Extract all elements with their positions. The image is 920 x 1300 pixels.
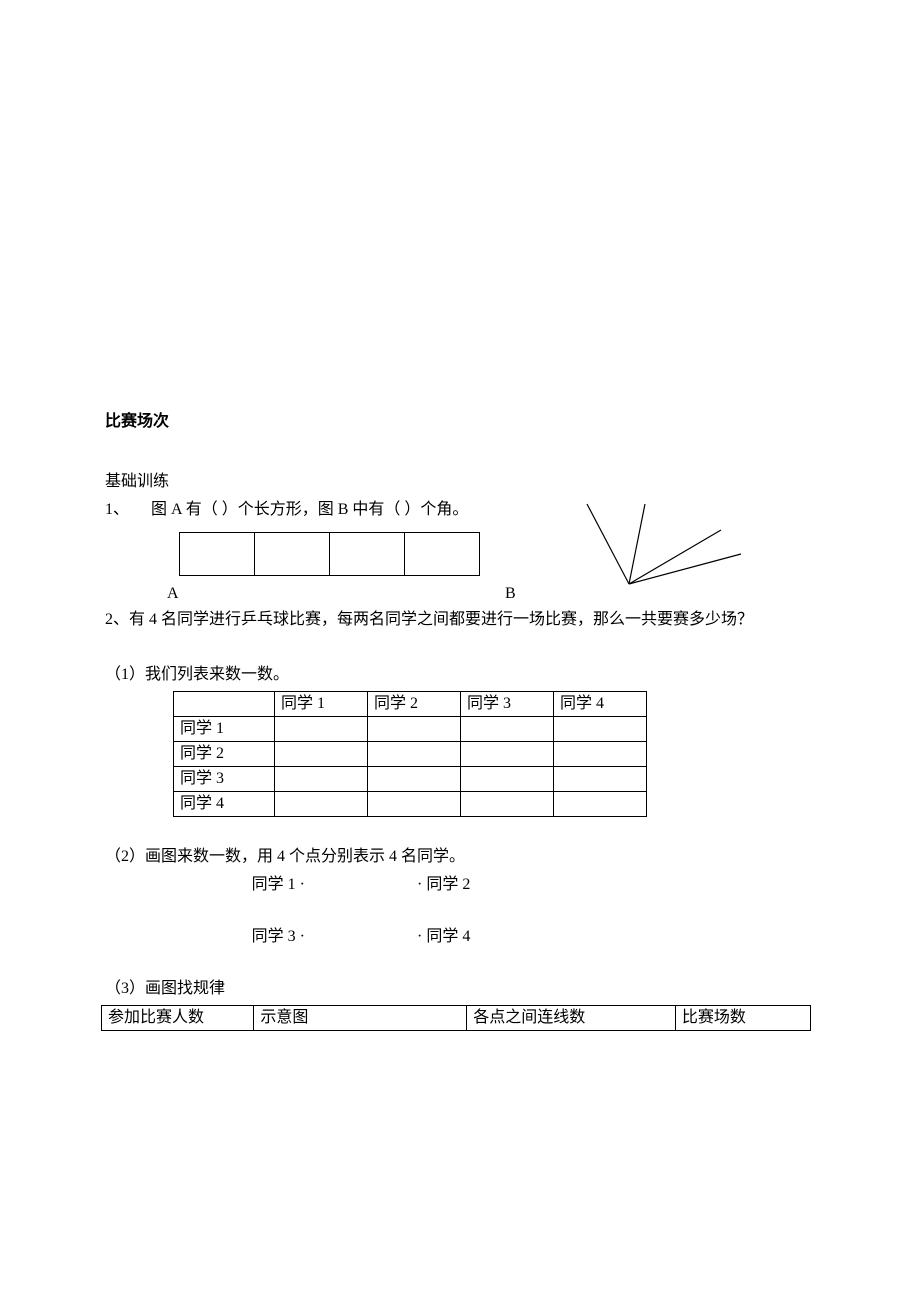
points-diagram: 同学 1 · · 同学 2 同学 3 · · 同学 4 [105, 873, 815, 949]
rect-cell [330, 533, 405, 575]
points-row: 同学 3 · · 同学 4 [105, 925, 815, 949]
figure-b-label: B [505, 582, 516, 606]
table-cell: 同学 3 [461, 691, 554, 716]
section-heading: 基础训练 [105, 470, 815, 494]
table-cell [275, 716, 368, 741]
rect-cell [180, 533, 255, 575]
table-cell [554, 716, 647, 741]
table-cell: 参加比赛人数 [102, 1005, 254, 1030]
table-row: 同学 3 [174, 766, 647, 791]
students-table: 同学 1 同学 2 同学 3 同学 4 同学 1 同学 2 同学 3 [173, 691, 647, 817]
point-student-4: · 同学 4 [417, 925, 470, 949]
table-cell [368, 716, 461, 741]
table-cell [275, 741, 368, 766]
table-row: 同学 4 [174, 791, 647, 816]
table-row: 同学 1 [174, 716, 647, 741]
table-cell [275, 766, 368, 791]
table-cell: 同学 1 [174, 716, 275, 741]
sub-question-1: （1）我们列表来数一数。 同学 1 同学 2 同学 3 同学 4 同学 1 同学… [105, 663, 815, 817]
table-cell: 同学 4 [174, 791, 275, 816]
table-cell [461, 766, 554, 791]
table-cell: 示意图 [254, 1005, 467, 1030]
table-cell: 同学 2 [368, 691, 461, 716]
figure-a-label: A [167, 582, 179, 606]
table-row: 参加比赛人数 示意图 各点之间连线数 比赛场数 [102, 1005, 811, 1030]
table-cell [368, 791, 461, 816]
figure-a-rectangles [179, 532, 480, 576]
figure-b-angles [545, 498, 745, 594]
point-student-2: · 同学 2 [417, 873, 470, 897]
q1-number: 1、 [105, 498, 129, 522]
q2-text: 有 4 名同学进行乒乓球比赛，每两名同学之间都要进行一场比赛，那么一共要赛多少场… [129, 611, 753, 628]
rect-cell [405, 533, 479, 575]
table-cell [174, 691, 275, 716]
table-cell [554, 766, 647, 791]
table-cell: 同学 4 [554, 691, 647, 716]
pattern-table: 参加比赛人数 示意图 各点之间连线数 比赛场数 [101, 1005, 811, 1031]
sub2-label: （2）画图来数一数，用 4 个点分别表示 4 名同学。 [105, 845, 815, 869]
table-cell [554, 791, 647, 816]
sub1-label: （1）我们列表来数一数。 [105, 663, 815, 687]
table-cell [461, 716, 554, 741]
table-cell: 同学 2 [174, 741, 275, 766]
table-cell: 比赛场数 [675, 1005, 810, 1030]
sub-question-3: （3）画图找规律 参加比赛人数 示意图 各点之间连线数 比赛场数 [105, 977, 815, 1031]
table-cell [461, 791, 554, 816]
question-2: 2、有 4 名同学进行乒乓球比赛，每两名同学之间都要进行一场比赛，那么一共要赛多… [105, 606, 815, 635]
table-cell [368, 741, 461, 766]
table-row: 同学 1 同学 2 同学 3 同学 4 [174, 691, 647, 716]
table-cell [461, 741, 554, 766]
q2-number: 2、 [105, 611, 129, 628]
table-cell [275, 791, 368, 816]
table-cell: 同学 1 [275, 691, 368, 716]
table-cell [368, 766, 461, 791]
table-cell [554, 741, 647, 766]
table-cell: 同学 3 [174, 766, 275, 791]
document-page: 比赛场次 基础训练 1、 图 A 有（ ）个长方形，图 B 中有（ ）个角。 A… [0, 0, 920, 1071]
table-cell: 各点之间连线数 [467, 1005, 676, 1030]
rect-cell [255, 533, 330, 575]
points-row: 同学 1 · · 同学 2 [105, 873, 815, 897]
page-title: 比赛场次 [105, 410, 815, 434]
sub3-label: （3）画图找规律 [105, 977, 815, 1001]
sub-question-2: （2）画图来数一数，用 4 个点分别表示 4 名同学。 同学 1 · · 同学 … [105, 845, 815, 949]
q1-text: 图 A 有（ ）个长方形，图 B 中有（ ）个角。 [151, 498, 468, 522]
point-student-3: 同学 3 · [221, 925, 305, 949]
q1-graphics: A B [105, 526, 815, 604]
table-row: 同学 2 [174, 741, 647, 766]
point-student-1: 同学 1 · [221, 873, 305, 897]
